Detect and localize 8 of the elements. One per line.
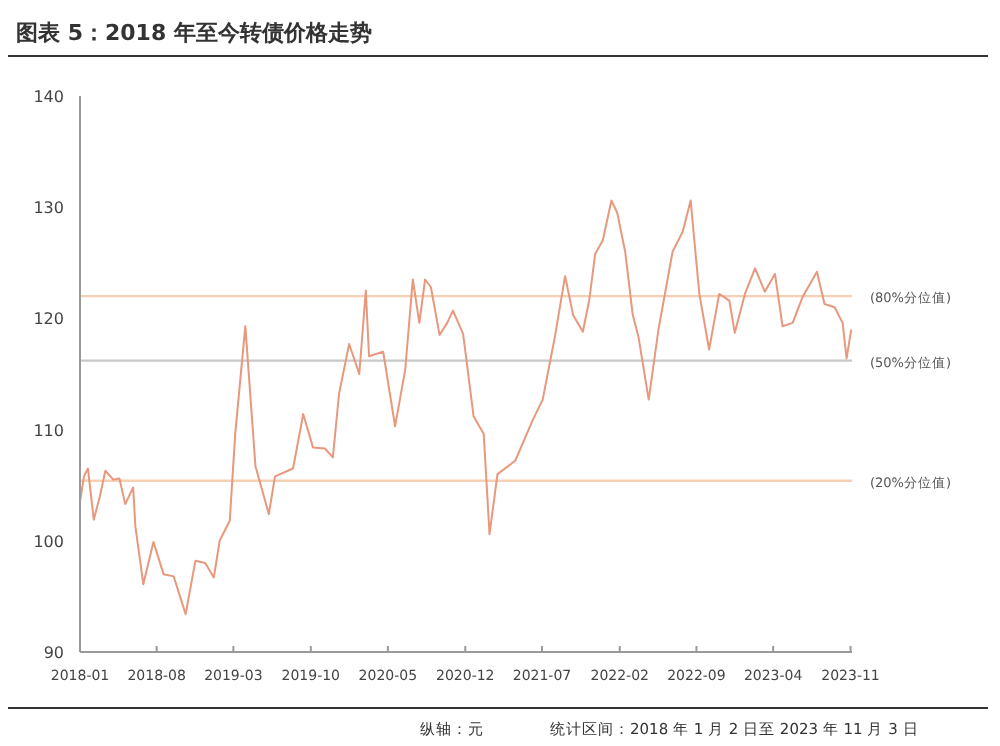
chart-title: 图表 5：2018 年至今转债价格走势: [16, 20, 372, 46]
y-tick-label: 110: [33, 421, 64, 440]
y-tick-label: 120: [33, 310, 64, 329]
line-series: [79, 199, 853, 616]
y-tick-label: 140: [33, 88, 64, 106]
y-tick-label: 100: [33, 532, 64, 551]
y-tick-label: 130: [33, 199, 64, 218]
y-tick-label: 90: [43, 644, 64, 662]
